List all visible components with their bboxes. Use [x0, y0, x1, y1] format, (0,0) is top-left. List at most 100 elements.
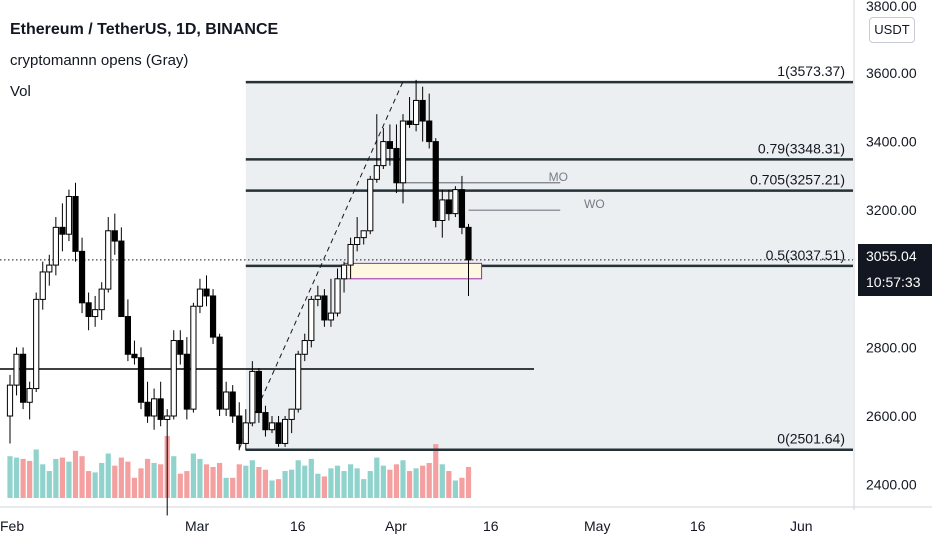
- candle-down: [465, 226, 472, 261]
- candle-up: [268, 422, 276, 431]
- volume-bar: [92, 472, 98, 498]
- candle-up: [452, 189, 459, 215]
- ray-label: WO: [584, 197, 605, 211]
- candle-up: [340, 264, 348, 280]
- candle-down: [20, 353, 27, 403]
- volume-bar: [334, 465, 341, 498]
- fib-level-label: 1(3573.37): [777, 63, 845, 79]
- candle-up: [223, 391, 230, 410]
- candle-up: [39, 271, 46, 300]
- candle-down: [78, 250, 86, 304]
- candle-up: [399, 120, 407, 184]
- candle-down: [118, 240, 125, 318]
- volume-bar: [426, 462, 432, 498]
- candle-down: [177, 340, 184, 355]
- candle-down: [72, 195, 79, 252]
- candle-down: [111, 230, 118, 242]
- candle-up: [301, 340, 308, 355]
- candle-up: [249, 370, 256, 424]
- price-tick-label: 3600.00: [866, 65, 917, 81]
- volume-bar: [367, 471, 373, 498]
- trend-line: [238, 81, 404, 449]
- time-tick-label: 16: [483, 518, 499, 534]
- volume-bar: [243, 465, 249, 498]
- volume-bar: [190, 453, 196, 498]
- candle-up: [413, 99, 420, 125]
- candle-up: [242, 422, 249, 444]
- candle-up: [367, 178, 374, 232]
- volume-bar: [413, 468, 419, 498]
- candle-up: [347, 244, 354, 266]
- volume-bar: [230, 477, 236, 498]
- volume-bar: [374, 457, 380, 498]
- volume-bar: [72, 450, 79, 498]
- candle-up: [98, 288, 105, 311]
- candle-down: [262, 412, 269, 431]
- volume-label[interactable]: Vol: [10, 83, 31, 100]
- time-tick-label: Feb: [0, 518, 24, 534]
- volume-bar: [348, 464, 354, 498]
- volume-bar: [171, 456, 177, 498]
- candle-down: [157, 398, 164, 420]
- volume-bar: [40, 464, 46, 498]
- candle-down: [137, 357, 145, 403]
- volume-bar: [184, 471, 190, 498]
- volume-bar: [217, 462, 223, 498]
- volume-bar: [105, 453, 111, 498]
- volume-bar: [59, 457, 65, 498]
- volume-bar: [446, 471, 452, 498]
- volume-bar: [46, 471, 52, 498]
- candle-down: [209, 295, 217, 338]
- symbol-title[interactable]: Ethereum / TetherUS, 1D, BINANCE: [10, 21, 279, 38]
- volume-bar: [420, 465, 426, 498]
- volume-bar: [302, 465, 308, 498]
- volume-bar: [151, 462, 157, 498]
- candle-down: [426, 120, 433, 143]
- volume-bar: [66, 461, 72, 498]
- volume-bar: [112, 465, 118, 498]
- candle-down: [406, 120, 413, 125]
- candle-up: [314, 295, 321, 300]
- candle-up: [65, 195, 73, 235]
- candle-up: [33, 298, 40, 390]
- volume-bar: [256, 467, 262, 498]
- volume-bar: [459, 477, 465, 498]
- candle-down: [255, 370, 262, 414]
- candle-up: [6, 384, 14, 417]
- fib-level-label: 0.79(3348.31): [758, 140, 845, 156]
- candle-up: [295, 353, 302, 410]
- candle-down: [216, 336, 223, 410]
- fib-level-label: 0.5(3037.51): [766, 247, 845, 263]
- candle-up: [334, 278, 341, 314]
- volume-bar: [223, 477, 229, 498]
- fib-level-label: 0(2501.64): [777, 431, 845, 447]
- last-price-value: 3055.04: [866, 248, 917, 264]
- candle-down: [321, 295, 328, 321]
- time-tick-label: Apr: [385, 518, 407, 534]
- indicator-label[interactable]: cryptomannn opens (Gray): [10, 52, 189, 69]
- currency-badge[interactable]: USDT: [869, 17, 915, 43]
- candle-down: [275, 422, 282, 444]
- volume-bar: [400, 460, 406, 498]
- candle-up: [13, 353, 20, 386]
- volume-bar: [118, 457, 124, 498]
- candle-down: [236, 415, 243, 444]
- candle-down: [183, 353, 190, 410]
- volume-bar: [144, 458, 151, 498]
- candle-up: [52, 226, 59, 266]
- volume-bar: [262, 469, 269, 498]
- candle-up: [170, 340, 177, 417]
- candle-up: [360, 230, 367, 239]
- candle-down: [144, 401, 151, 417]
- candle-up: [327, 312, 335, 321]
- candle-up: [105, 230, 112, 290]
- volume-bar: [282, 471, 288, 498]
- volume-bar: [452, 480, 458, 498]
- candle-down: [229, 391, 236, 417]
- price-tick-label: 2600.00: [866, 408, 917, 424]
- volume-bar: [86, 471, 92, 498]
- time-tick-label: Mar: [185, 518, 209, 534]
- candle-up: [26, 388, 33, 403]
- volume-bar: [393, 464, 400, 498]
